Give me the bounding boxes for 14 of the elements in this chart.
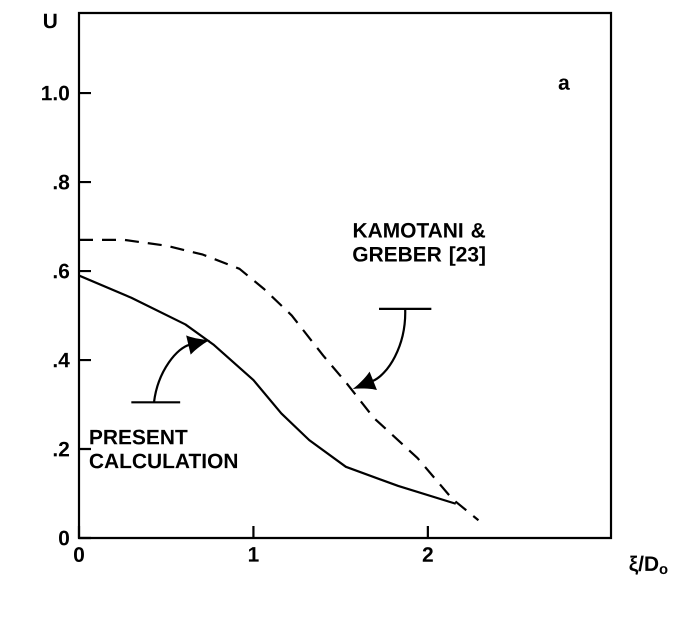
y-tick-label: .8 xyxy=(54,174,70,190)
y-tick-label: 0 xyxy=(59,530,69,546)
y-axis-title: U xyxy=(44,14,57,28)
y-tick-label: 1.0 xyxy=(42,86,69,100)
x-tick-label: 1 xyxy=(248,547,259,562)
y-tick-label: .2 xyxy=(54,442,69,456)
annotation: PRESENT CALCULATION xyxy=(90,430,238,468)
y-tick-label: .4 xyxy=(54,352,70,368)
annotation: KAMOTANI & GREBER [23] xyxy=(353,222,486,266)
x-axis-title: ξ/D$_{o}$ xyxy=(629,556,668,575)
x-tick-label: 0 xyxy=(74,547,84,562)
x-tick-label: 2 xyxy=(422,547,433,562)
annotation: a xyxy=(558,78,570,90)
y-tick-label: .6 xyxy=(54,264,70,278)
